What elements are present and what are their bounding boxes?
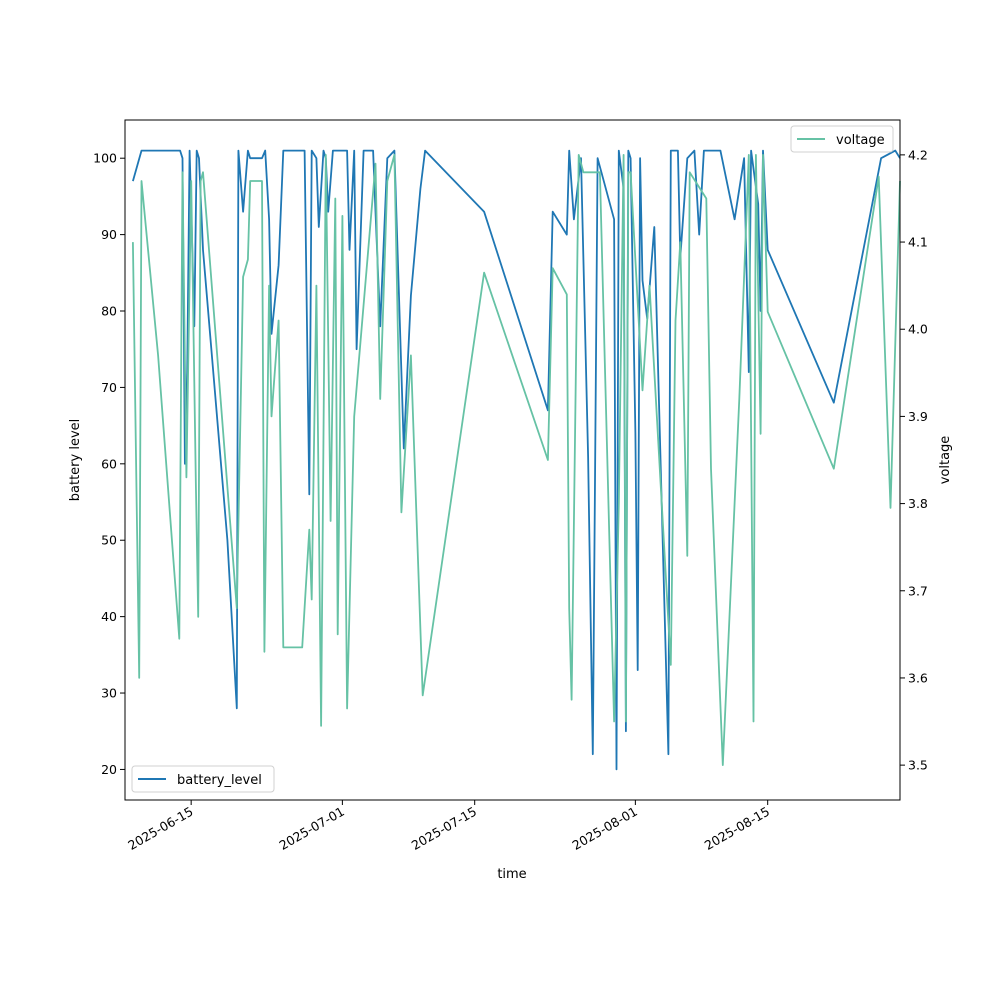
legend-battery-box [131, 765, 275, 793]
y2-axis-label: voltage [938, 436, 953, 485]
y-tick-label: 90 [101, 227, 117, 242]
y-tick-label: 20 [101, 762, 117, 777]
y2-tick-label: 4.2 [908, 147, 928, 162]
y-tick-label: 40 [101, 609, 117, 624]
y-tick-label: 100 [93, 151, 117, 166]
y-tick-label: 50 [101, 533, 117, 548]
y2-tick-label: 4.1 [908, 235, 928, 250]
y-tick-label: 30 [101, 686, 117, 701]
y2-tick-label: 3.7 [908, 583, 928, 598]
y2-tick-label: 3.9 [908, 409, 928, 424]
y-tick-label: 70 [101, 380, 117, 395]
y-axis-left: 20 30 40 50 60 70 80 90 100 [93, 151, 125, 777]
legend-battery-label: battery_level [177, 773, 262, 788]
y-tick-label: 60 [101, 456, 117, 471]
legend-voltage-box [790, 125, 894, 153]
y2-tick-label: 3.8 [908, 496, 928, 511]
y2-tick-label: 3.5 [908, 758, 928, 773]
plot-frame [124, 119, 901, 801]
legend-voltage-label: voltage [836, 133, 885, 148]
legend-voltage: voltage [790, 125, 894, 153]
y-axis-label: battery level [68, 419, 83, 502]
y2-tick-label: 4.0 [908, 322, 928, 337]
y2-tick-label: 3.6 [908, 670, 928, 685]
series-line-battery-level [132, 149, 901, 771]
x-axis-label: time [497, 867, 526, 882]
y-tick-label: 80 [101, 304, 117, 319]
plot-area [132, 149, 901, 771]
legend-battery-level: battery_level [131, 765, 275, 793]
y-axis-right: 3.5 3.6 3.7 3.8 3.9 4.0 4.1 4.2 [900, 147, 928, 773]
series-line-voltage [132, 154, 901, 766]
